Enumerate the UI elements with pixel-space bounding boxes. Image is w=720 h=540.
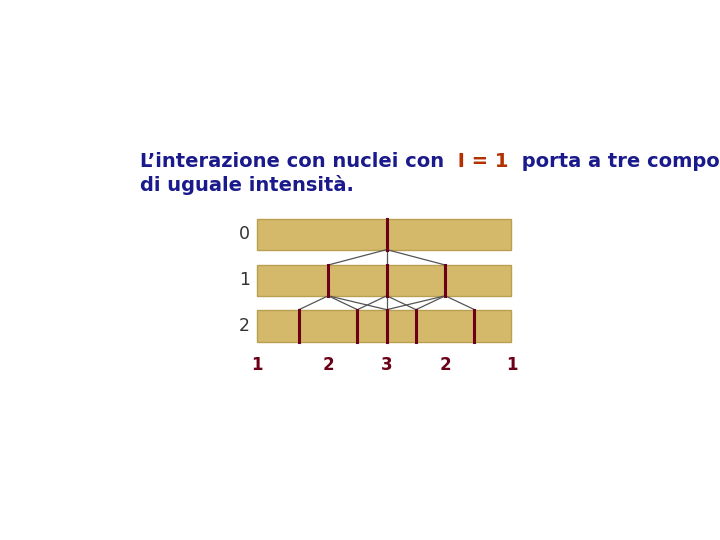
Bar [257,309,511,342]
Text: 1: 1 [238,272,250,289]
Text: 0: 0 [238,225,250,243]
Bar [257,219,511,249]
Text: 1: 1 [251,356,263,374]
Text: L’interazione con nuclei con: L’interazione con nuclei con [140,152,451,171]
Text: I = 1: I = 1 [451,152,516,171]
Text: 2: 2 [238,317,250,335]
Text: 1: 1 [505,356,517,374]
Bar [257,265,511,296]
Text: porta a tre componenti: porta a tre componenti [516,152,720,171]
Text: 2: 2 [439,356,451,374]
Text: 3: 3 [381,356,392,374]
Text: di uguale intensità.: di uguale intensità. [140,175,354,195]
Text: 2: 2 [323,356,334,374]
